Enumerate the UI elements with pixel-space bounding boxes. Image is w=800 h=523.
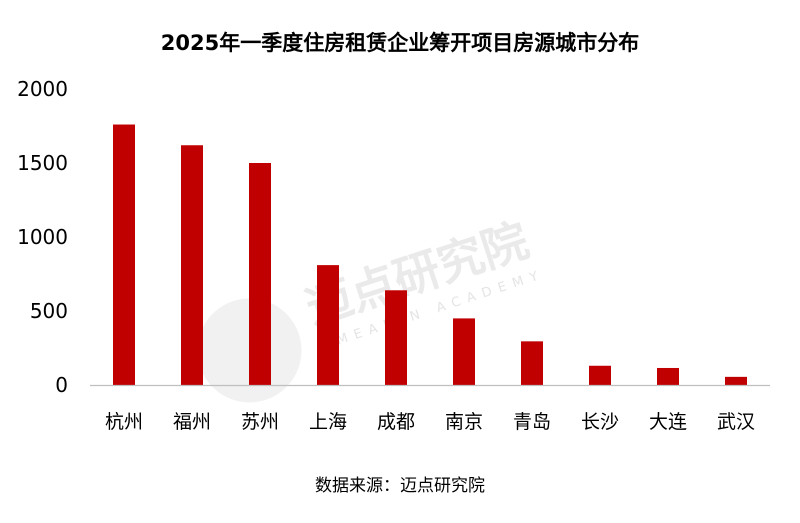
y-tick-label: 0 bbox=[55, 373, 68, 397]
x-tick-label: 福州 bbox=[173, 411, 211, 433]
x-tick-label: 大连 bbox=[649, 411, 687, 433]
bar bbox=[317, 265, 339, 385]
bar bbox=[589, 365, 611, 385]
x-tick-label: 南京 bbox=[445, 411, 483, 433]
y-axis: 0 500 1000 1500 2000 bbox=[17, 77, 68, 397]
x-tick-label: 成都 bbox=[377, 411, 415, 433]
x-tick-label: 上海 bbox=[309, 411, 347, 433]
y-tick-label: 1000 bbox=[17, 225, 68, 249]
x-tick-label: 青岛 bbox=[513, 411, 551, 433]
bar bbox=[385, 290, 407, 385]
bar bbox=[249, 163, 271, 385]
bar bbox=[453, 318, 475, 385]
bar bbox=[181, 145, 203, 385]
y-tick-label: 1500 bbox=[17, 151, 68, 175]
bar bbox=[725, 376, 747, 385]
source-note: 数据来源：迈点研究院 bbox=[315, 476, 485, 496]
x-axis: 杭州 福州 苏州 上海 成都 南京 青岛 长沙 大连 武汉 bbox=[105, 411, 755, 433]
y-tick-label: 500 bbox=[30, 299, 68, 323]
x-tick-label: 苏州 bbox=[241, 411, 279, 433]
y-tick-label: 2000 bbox=[17, 77, 68, 101]
chart-title: 2025年一季度住房租赁企业筹开项目房源城市分布 bbox=[160, 31, 640, 55]
watermark: 迈点研究院 MEADIN ACADEMY bbox=[197, 213, 547, 403]
x-tick-label: 武汉 bbox=[717, 411, 755, 433]
bar bbox=[657, 367, 679, 385]
x-tick-label: 长沙 bbox=[581, 411, 619, 433]
bars bbox=[113, 124, 747, 386]
x-tick-label: 杭州 bbox=[105, 411, 143, 433]
bar bbox=[521, 341, 543, 385]
bar bbox=[113, 124, 135, 386]
